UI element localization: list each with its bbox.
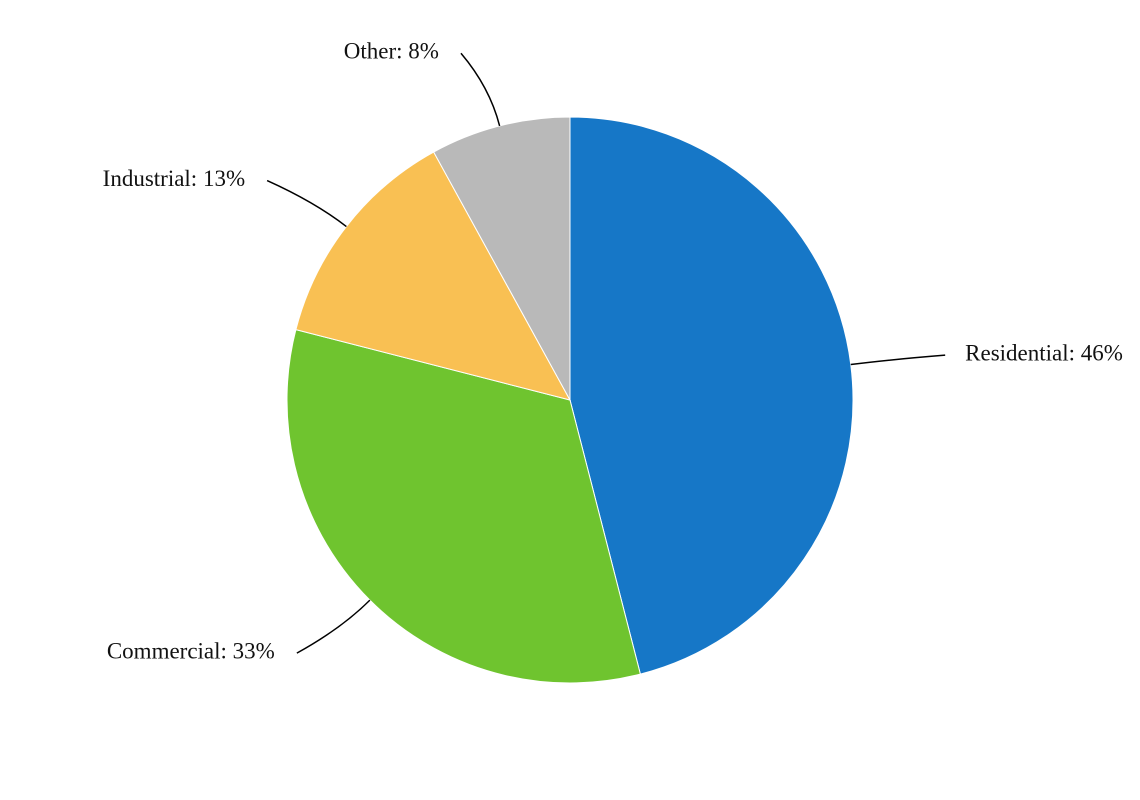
pie-slice [432, 116, 571, 401]
leader-line [296, 599, 371, 654]
slice-label: Industrial: 13% [103, 166, 245, 191]
leader-line [266, 179, 347, 228]
pie-slice [569, 116, 854, 675]
slice-label: Residential: 46% [965, 340, 1123, 365]
pie-slice [286, 329, 641, 684]
slice-label: Commercial: 33% [107, 638, 275, 663]
leader-line [460, 52, 501, 127]
pie-slice [295, 151, 571, 401]
leader-line [850, 354, 946, 366]
slice-label: Other: 8% [344, 39, 439, 64]
